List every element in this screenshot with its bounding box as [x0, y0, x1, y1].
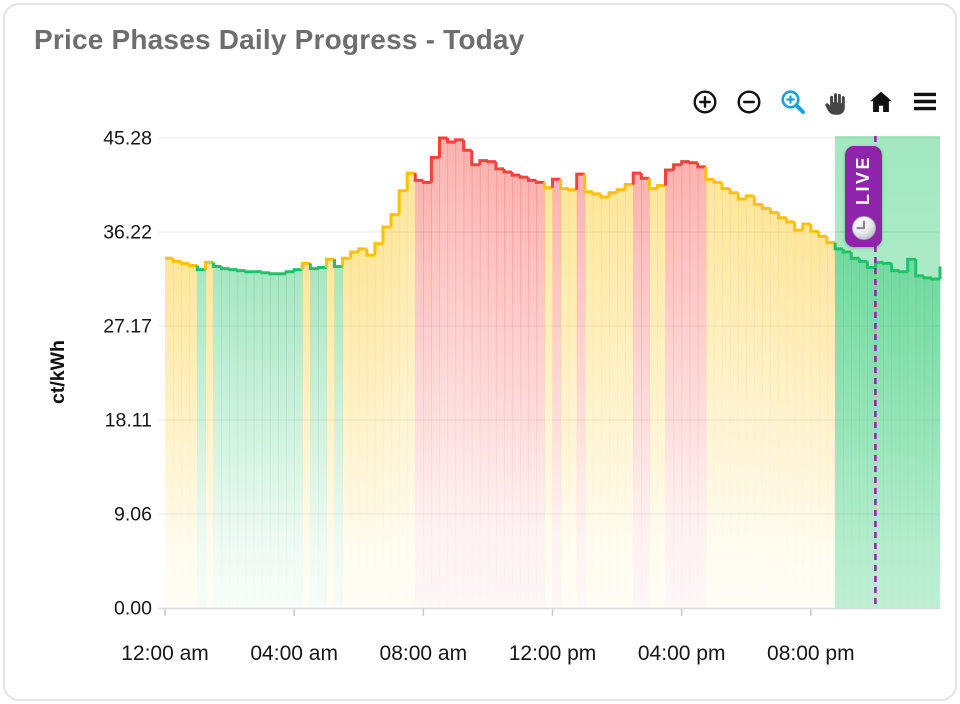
- live-badge: LIVE: [845, 146, 882, 247]
- page-title: Price Phases Daily Progress - Today: [34, 24, 525, 55]
- y-tick-label: 9.06: [114, 503, 152, 525]
- y-tick-label: 18.11: [105, 410, 152, 432]
- x-tick-label: 12:00 am: [121, 642, 209, 665]
- y-axis-title: ct/kWh: [47, 340, 69, 404]
- x-tick-label: 04:00 pm: [638, 642, 726, 665]
- chart-toolbar: [690, 85, 940, 119]
- home-icon[interactable]: [866, 87, 896, 117]
- phase-area-fills: [165, 138, 941, 609]
- price-step-line: [165, 136, 942, 281]
- zoom-in-icon[interactable]: [690, 87, 720, 117]
- clock-icon: [851, 215, 876, 241]
- menu-icon[interactable]: [910, 87, 940, 117]
- live-badge-label: LIVE: [853, 155, 873, 206]
- y-tick-label: 27.17: [103, 315, 152, 337]
- y-tick-label: 0.00: [114, 598, 152, 620]
- pan-icon[interactable]: [822, 87, 852, 117]
- box-zoom-icon[interactable]: [778, 87, 808, 117]
- x-tick-label: 12:00 pm: [509, 642, 597, 665]
- y-tick-label: 45.28: [103, 128, 152, 150]
- x-tick-label: 04:00 am: [250, 642, 338, 665]
- zoom-out-icon[interactable]: [734, 87, 764, 117]
- axis-labels: 45.28 36.22 27.17 18.11 9.06 0.00 12:00 am 04:0…: [47, 128, 855, 666]
- x-axis: [158, 607, 940, 616]
- y-tick-label: 36.22: [103, 222, 152, 244]
- x-tick-label: 08:00 pm: [767, 642, 855, 665]
- x-tick-label: 08:00 am: [380, 642, 468, 665]
